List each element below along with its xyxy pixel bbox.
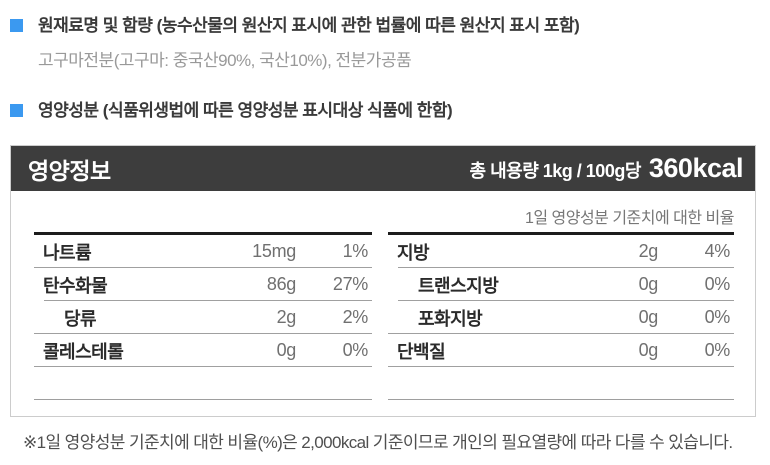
nutrition-panel-title: 영양정보 xyxy=(28,157,111,184)
row-divider xyxy=(398,267,734,268)
row-divider xyxy=(398,300,734,301)
nutrient-row: 나트륨 15mg 1% xyxy=(34,235,372,268)
daily-value-footnote: ※1일 영양성분 기준치에 대한 비율(%)은 2,000kcal 기준이므로 … xyxy=(23,433,733,452)
ingredients-text: 고구마전분(고구마: 중국산90%, 국산10%), 전분가공품 xyxy=(38,51,412,70)
nutrient-amount: 0g xyxy=(638,340,659,360)
nutrient-name: 트랜스지방 xyxy=(418,275,499,296)
row-divider xyxy=(34,333,372,334)
empty-row xyxy=(388,367,734,400)
nutrient-percent: 0% xyxy=(704,274,731,294)
nutrient-name: 단백질 xyxy=(397,341,446,362)
nutrition-panel-header: 영양정보 총 내용량 1kg / 100g당 360kcal xyxy=(11,146,755,191)
nutrient-percent: 0% xyxy=(704,340,731,360)
nutrient-name: 탄수화물 xyxy=(43,275,108,296)
nutrient-row: 탄수화물 86g 27% xyxy=(34,268,372,301)
nutrient-amount: 0g xyxy=(638,307,659,327)
row-divider xyxy=(388,333,734,334)
nutrient-amount: 0g xyxy=(638,274,659,294)
nutrient-name: 콜레스테롤 xyxy=(43,341,124,362)
nutrition-heading: 영양성분 (식품위생법에 따른 영양성분 표시대상 식품에 한함) xyxy=(10,101,453,121)
nutrient-row: 당류 2g 2% xyxy=(34,301,372,334)
nutrient-percent: 0% xyxy=(704,307,731,327)
nutrient-row: 단백질 0g 0% xyxy=(388,334,734,367)
daily-value-note: 1일 영양성분 기준치에 대한 비율 xyxy=(524,210,735,227)
row-divider xyxy=(34,399,372,400)
nutrient-row: 포화지방 0g 0% xyxy=(388,301,734,334)
nutrition-heading-label: 영양성분 (식품위생법에 따른 영양성분 표시대상 식품에 한함) xyxy=(38,101,453,120)
nutrient-column-left: 나트륨 15mg 1% 탄수화물 86g 27% 당류 2g 2% 콜레스테롤 0g 0% xyxy=(34,232,372,400)
nutrient-percent: 0% xyxy=(342,340,369,360)
nutrient-table: 나트륨 15mg 1% 탄수화물 86g 27% 당류 2g 2% 콜레스테롤 0g 0% 지방 2g 4… xyxy=(34,232,734,400)
calories-value: 360kcal xyxy=(648,153,744,183)
row-divider xyxy=(388,366,734,367)
nutrient-name: 지방 xyxy=(397,242,430,263)
blue-square-bullet-icon xyxy=(10,19,23,32)
nutrient-amount: 86g xyxy=(266,274,296,294)
nutrient-row: 트랜스지방 0g 0% xyxy=(388,268,734,301)
row-divider xyxy=(34,366,372,367)
nutrient-percent: 4% xyxy=(704,241,731,261)
nutrient-amount: 2g xyxy=(638,241,659,261)
ingredients-heading-label: 원재료명 및 함량 (농수산물의 원산지 표시에 관한 법률에 따른 원산지 표… xyxy=(38,16,580,35)
empty-row xyxy=(34,367,372,400)
serving-info: 총 내용량 1kg / 100g당 360kcal xyxy=(469,153,744,184)
row-divider xyxy=(34,267,372,268)
row-divider xyxy=(388,399,734,400)
ingredients-heading: 원재료명 및 함량 (농수산물의 원산지 표시에 관한 법률에 따른 원산지 표… xyxy=(10,16,580,36)
nutrient-amount: 15mg xyxy=(252,241,296,261)
blue-square-bullet-icon xyxy=(10,104,23,117)
nutrient-name: 포화지방 xyxy=(418,308,483,329)
nutrient-amount: 2g xyxy=(276,307,297,327)
nutrition-facts-panel: 영양정보 총 내용량 1kg / 100g당 360kcal 1일 영양성분 기… xyxy=(10,145,756,417)
nutrient-percent: 27% xyxy=(332,274,368,294)
nutrient-percent: 1% xyxy=(342,241,369,261)
serving-size-label: 총 내용량 1kg / 100g당 xyxy=(469,161,642,181)
nutrient-column-right: 지방 2g 4% 트랜스지방 0g 0% 포화지방 0g 0% 단백질 0g 0% xyxy=(388,232,734,400)
nutrient-name: 당류 xyxy=(64,308,97,329)
row-divider xyxy=(44,300,372,301)
nutrient-percent: 2% xyxy=(342,307,369,327)
nutrient-row: 콜레스테롤 0g 0% xyxy=(34,334,372,367)
nutrient-name: 나트륨 xyxy=(43,242,92,263)
nutrient-amount: 0g xyxy=(276,340,297,360)
nutrient-row: 지방 2g 4% xyxy=(388,235,734,268)
